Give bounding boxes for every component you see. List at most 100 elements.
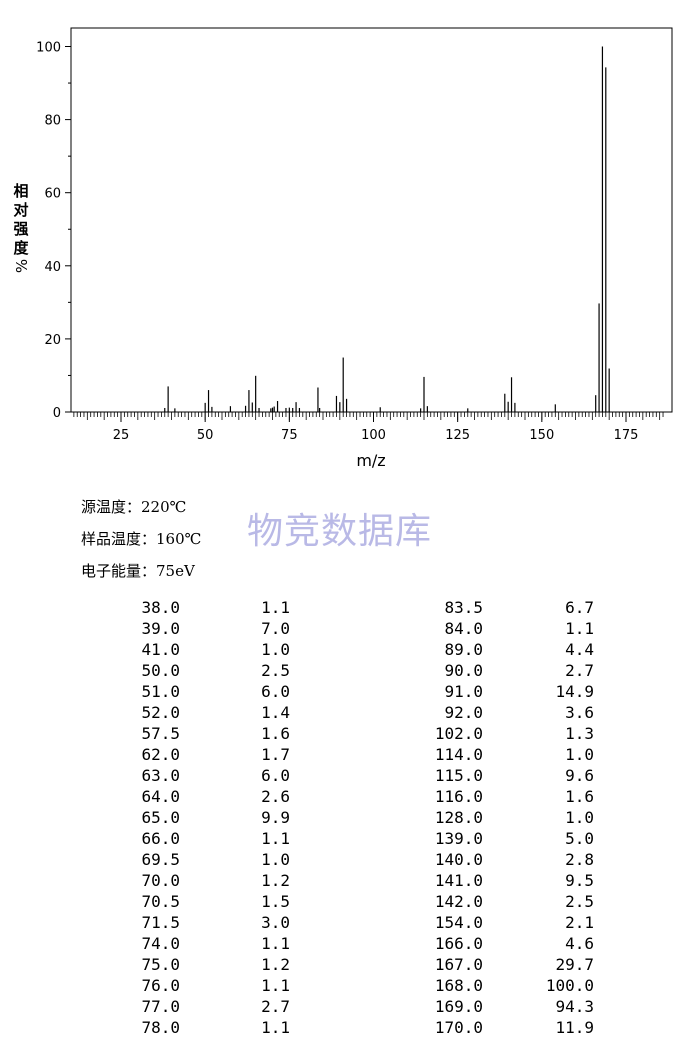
x-tick-label: 100 [361, 428, 386, 443]
intensity-cell: 9.5 [565, 871, 594, 890]
mz-cell: 51.0 [141, 682, 180, 701]
mz-cell: 83.5 [444, 598, 483, 617]
y-tick-label: 80 [44, 114, 61, 129]
intensity-cell: 4.6 [565, 934, 594, 953]
intensity-cell: 100.0 [545, 976, 594, 995]
mz-cell: 139.0 [434, 829, 483, 848]
mz-cell: 77.0 [141, 997, 180, 1016]
table-row: 38.0 1.1 83.5 6.7 [100, 597, 594, 618]
mz-cell: 168.0 [434, 976, 483, 995]
mz-cell: 70.0 [141, 871, 180, 890]
mz-cell: 128.0 [434, 808, 483, 827]
x-tick-label: 175 [614, 428, 639, 443]
x-tick-label: 75 [281, 428, 298, 443]
x-tick-label: 125 [445, 428, 470, 443]
mz-cell: 170.0 [434, 1018, 483, 1037]
x-tick-label: 25 [113, 428, 130, 443]
table-row: 39.0 7.0 84.0 1.1 [100, 618, 594, 639]
sample-temperature: 样品温度：160℃ [81, 530, 202, 548]
mz-cell: 90.0 [444, 661, 483, 680]
intensity-cell: 1.1 [261, 829, 290, 848]
mz-cell: 70.5 [141, 892, 180, 911]
table-row: 52.0 1.4 92.0 3.6 [100, 702, 594, 723]
intensity-cell: 2.7 [261, 997, 290, 1016]
intensity-cell: 1.6 [261, 724, 290, 743]
intensity-cell: 1.0 [261, 640, 290, 659]
mz-cell: 141.0 [434, 871, 483, 890]
table-row: 71.5 3.0 154.0 2.1 [100, 912, 594, 933]
intensity-cell: 1.1 [261, 1018, 290, 1037]
mz-cell: 39.0 [141, 619, 180, 638]
y-axis-label-char: 度 [13, 239, 29, 257]
y-tick-label: 100 [36, 41, 61, 56]
table-row: 63.0 6.0 115.0 9.6 [100, 765, 594, 786]
mz-cell: 102.0 [434, 724, 483, 743]
intensity-cell: 9.6 [565, 766, 594, 785]
plot-frame [70, 27, 673, 413]
intensity-cell: 94.3 [555, 997, 594, 1016]
mz-cell: 140.0 [434, 850, 483, 869]
y-axis-label-char: 对 [13, 201, 28, 219]
y-axis-label-char: 相 [13, 182, 28, 200]
peak-table: 38.0 1.1 83.5 6.7 39.0 7.0 84.0 1.1 41.0 1.0 89.0 4… [100, 597, 594, 1038]
intensity-cell: 1.4 [261, 703, 290, 722]
y-tick-label: 60 [44, 187, 61, 202]
intensity-cell: 2.6 [261, 787, 290, 806]
intensity-cell: 6.0 [261, 766, 290, 785]
intensity-cell: 2.8 [565, 850, 594, 869]
mz-cell: 76.0 [141, 976, 180, 995]
table-row: 50.0 2.5 90.0 2.7 [100, 660, 594, 681]
table-row: 69.5 1.0 140.0 2.8 [100, 849, 594, 870]
mz-cell: 92.0 [444, 703, 483, 722]
y-tick-label: 0 [53, 406, 61, 421]
intensity-cell: 6.7 [565, 598, 594, 617]
mz-cell: 89.0 [444, 640, 483, 659]
x-tick-label: 50 [197, 428, 214, 443]
y-tick-label: 40 [44, 260, 61, 275]
table-row: 70.0 1.2 141.0 9.5 [100, 870, 594, 891]
table-row: 66.0 1.1 139.0 5.0 [100, 828, 594, 849]
intensity-cell: 1.0 [565, 808, 594, 827]
y-axis-label-char: % [13, 259, 31, 273]
mz-cell: 114.0 [434, 745, 483, 764]
table-row: 57.5 1.6 102.0 1.3 [100, 723, 594, 744]
intensity-cell: 1.1 [565, 619, 594, 638]
intensity-cell: 1.1 [261, 598, 290, 617]
mz-cell: 84.0 [444, 619, 483, 638]
mz-cell: 64.0 [141, 787, 180, 806]
intensity-cell: 1.5 [261, 892, 290, 911]
mz-cell: 69.5 [141, 850, 180, 869]
intensity-cell: 5.0 [565, 829, 594, 848]
mass-spectrum-chart: 0 20 40 60 80 100 25 50 75 100 125 150 175 m/z 相对强度% [0, 0, 689, 480]
table-row: 78.0 1.1 170.0 11.9 [100, 1017, 594, 1038]
watermark: 物竞数据库 [247, 511, 433, 552]
intensity-cell: 3.0 [261, 913, 290, 932]
intensity-cell: 2.5 [565, 892, 594, 911]
intensity-cell: 4.4 [565, 640, 594, 659]
table-row: 41.0 1.0 89.0 4.4 [100, 639, 594, 660]
intensity-cell: 29.7 [555, 955, 594, 974]
mz-cell: 74.0 [141, 934, 180, 953]
mz-cell: 169.0 [434, 997, 483, 1016]
electron-energy: 电子能量：75eV [81, 562, 195, 580]
mz-cell: 57.5 [141, 724, 180, 743]
table-row: 70.5 1.5 142.0 2.5 [100, 891, 594, 912]
mz-cell: 167.0 [434, 955, 483, 974]
intensity-cell: 1.7 [261, 745, 290, 764]
y-tick-label: 20 [44, 333, 61, 348]
intensity-cell: 1.2 [261, 955, 290, 974]
x-tick-label: 150 [529, 428, 554, 443]
y-axis-label-char: 强 [13, 220, 28, 238]
intensity-cell: 2.5 [261, 661, 290, 680]
intensity-cell: 1.1 [261, 934, 290, 953]
intensity-cell: 11.9 [555, 1018, 594, 1037]
intensity-cell: 1.2 [261, 871, 290, 890]
mz-cell: 38.0 [141, 598, 180, 617]
mz-cell: 75.0 [141, 955, 180, 974]
intensity-cell: 3.6 [565, 703, 594, 722]
source-temperature: 源温度：220℃ [81, 498, 187, 516]
intensity-cell: 1.0 [261, 850, 290, 869]
mz-cell: 52.0 [141, 703, 180, 722]
intensity-cell: 2.1 [565, 913, 594, 932]
